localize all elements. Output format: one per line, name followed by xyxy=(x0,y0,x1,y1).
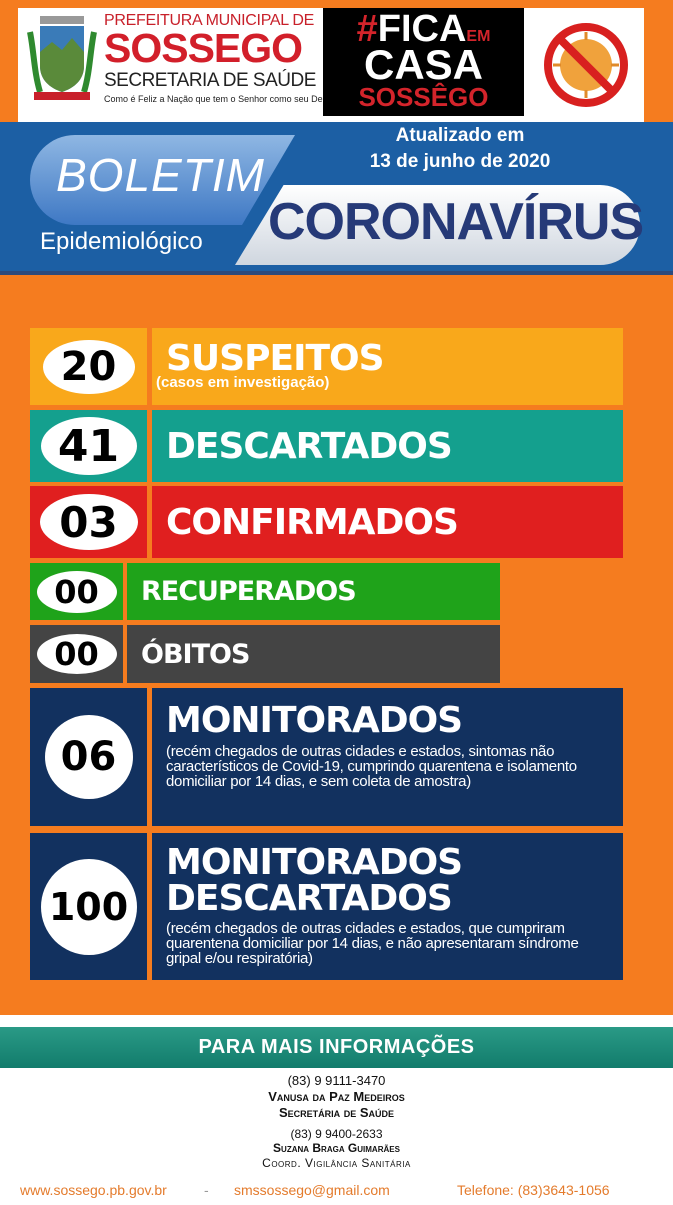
monitorados-descartados-label: MONITORADOS xyxy=(166,842,463,883)
boletim-shape xyxy=(30,135,295,225)
telephone: Telefone: (83)3643-1056 xyxy=(457,1182,610,1198)
motto: Como é Feliz a Nação que tem o Senhor co… xyxy=(104,94,333,104)
separator: - xyxy=(204,1182,209,1198)
contact-2-phone: (83) 9 9400-2633 xyxy=(290,1127,383,1141)
monitorados-count-box: 06 xyxy=(30,688,147,826)
descartados-label-box: DESCARTADOS xyxy=(152,410,623,482)
coronavirus-title: CORONAVÍRUS xyxy=(268,193,644,251)
fica-em-casa-logo: #FICAEM CASA SOSSÊGO xyxy=(323,8,524,116)
suspeitos-count: 20 xyxy=(42,339,135,394)
recuperados-count-box: 00 xyxy=(30,563,123,620)
obitos-label-box: ÓBITOS xyxy=(127,625,500,683)
confirmados-label: CONFIRMADOS xyxy=(166,501,459,543)
website-link[interactable]: www.sossego.pb.gov.br xyxy=(20,1182,167,1198)
more-info-title: PARA MAIS INFORMAÇÕES xyxy=(0,1027,673,1068)
recuperados-label: RECUPERADOS xyxy=(141,576,357,607)
updated-label: Atualizado em xyxy=(395,125,525,146)
boletim-title: BOLETIM xyxy=(56,149,265,201)
suspeitos-label-box: SUSPEITOS (casos em investigação) xyxy=(152,328,623,405)
recuperados-label-box: RECUPERADOS xyxy=(127,563,500,620)
descartados-count: 41 xyxy=(40,417,137,475)
monitorados-count: 06 xyxy=(44,715,133,799)
no-virus-icon xyxy=(544,23,628,107)
prefeitura-label: PREFEITURA MUNICIPAL DE xyxy=(104,12,315,29)
obitos-count-box: 00 xyxy=(30,625,123,683)
monitorados-descartados-note: (recém chegados de outras cidades e esta… xyxy=(166,920,579,967)
descartados-count-box: 41 xyxy=(30,410,147,482)
suspeitos-count-box: 20 xyxy=(30,328,147,405)
monitorados-note: (recém chegados de outras cidades e esta… xyxy=(166,743,577,790)
coronavirus-shape xyxy=(235,185,640,265)
monitorados-descartados-count-box: 100 xyxy=(30,833,147,980)
recuperados-count: 00 xyxy=(36,570,117,613)
obitos-count: 00 xyxy=(36,634,117,674)
monitorados-label: MONITORADOS xyxy=(166,700,463,741)
monitorados-label-box: MONITORADOS (recém chegados de outras ci… xyxy=(152,688,623,826)
secretaria-label: SECRETARIA DE SAÚDE xyxy=(104,70,316,91)
city-name: SOSSEGO xyxy=(104,25,303,71)
obitos-label: ÓBITOS xyxy=(141,638,250,670)
monitorados-descartados-label2: DESCARTADOS xyxy=(166,878,453,919)
epidemiologico-label: Epidemiológico xyxy=(40,228,203,255)
contact-1-role: Secretária de Saúde xyxy=(278,1105,395,1120)
suspeitos-label: SUSPEITOS xyxy=(166,338,385,379)
suspeitos-note: (casos em investigação) xyxy=(156,374,330,391)
contact-2-role: Coord. Vigilância Sanitária xyxy=(262,1156,411,1170)
email-link[interactable]: smssossego@gmail.com xyxy=(234,1182,390,1198)
municipal-crest-icon xyxy=(27,16,97,100)
updated-date: 13 de junho de 2020 xyxy=(369,151,551,172)
contact-2-name: Suzana Braga Guimarães xyxy=(273,1141,400,1155)
contact-1-name: Vanusa da Paz Medeiros xyxy=(268,1089,405,1104)
monitorados-descartados-count: 100 xyxy=(40,858,137,955)
descartados-label: DESCARTADOS xyxy=(166,425,453,467)
confirmados-count: 03 xyxy=(39,494,138,550)
confirmados-label-box: CONFIRMADOS xyxy=(152,486,623,558)
contact-1-phone: (83) 9 9111-3470 xyxy=(287,1073,386,1088)
confirmados-count-box: 03 xyxy=(30,486,147,558)
monitorados-descartados-label-box: MONITORADOS DESCARTADOS (recém chegados … xyxy=(152,833,623,980)
